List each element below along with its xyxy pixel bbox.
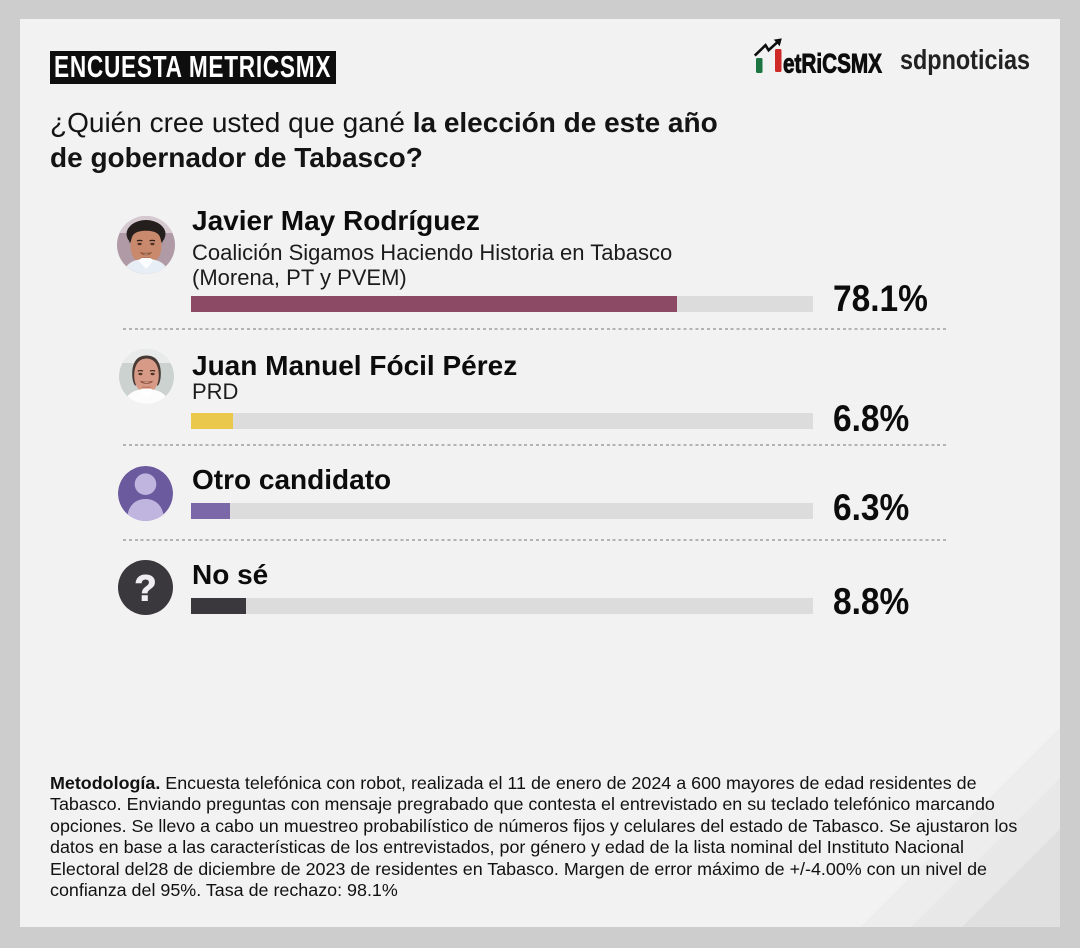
svg-text:etRiCSMX: etRiCSMX (783, 49, 882, 79)
svg-text:?: ? (135, 568, 157, 609)
